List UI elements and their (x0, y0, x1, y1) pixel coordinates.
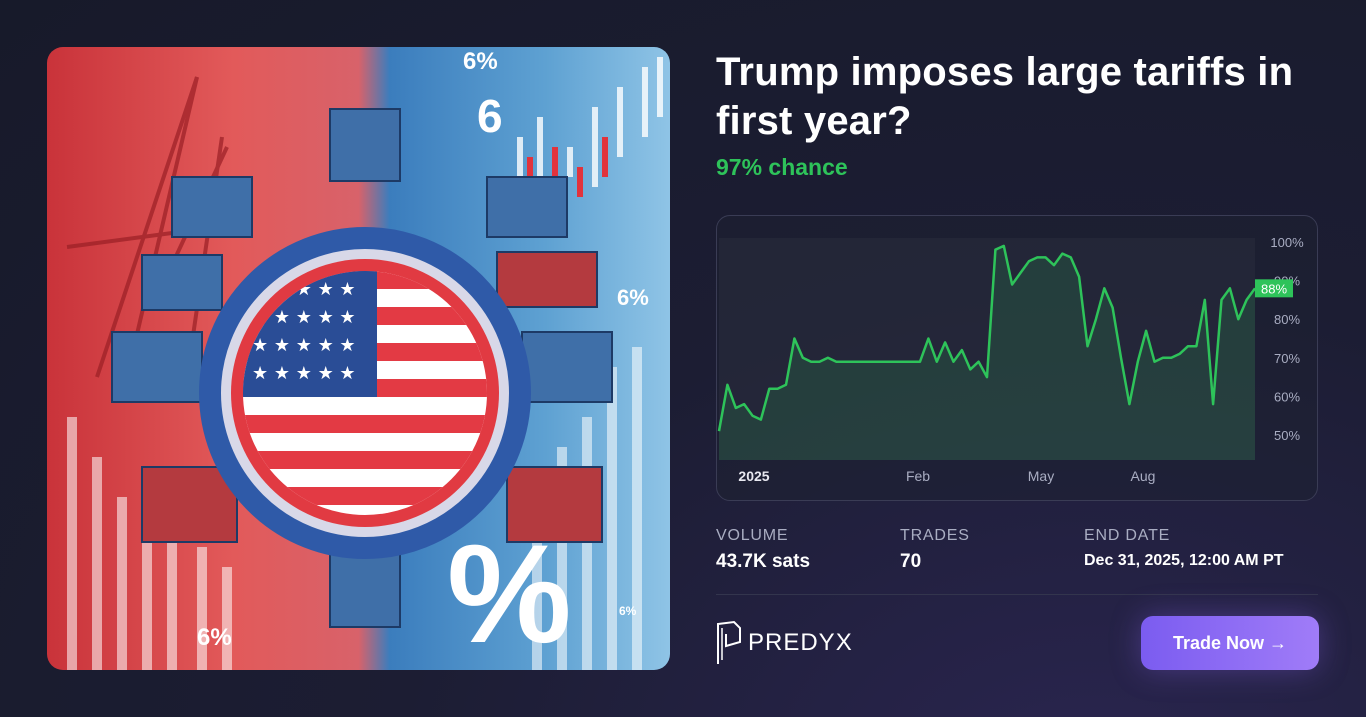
tariff-illustration: ★ ★ ★ ★ ★ ★ ★ ★ ★ ★ ★ ★ ★ ★ ★ ★ ★ ★ ★ ★ … (66, 48, 663, 670)
trades-value: 70 (900, 551, 922, 572)
overlay-6pct-1: 6% (463, 48, 498, 75)
overlay-percent: % (447, 515, 571, 670)
current-value-label: 88% (1261, 281, 1287, 296)
x-tick-label: Aug (1131, 468, 1156, 484)
brand-logo[interactable]: PREDYX (716, 620, 853, 666)
brand-name: PREDYX (748, 629, 853, 656)
svg-text:★ ★ ★ ★ ★: ★ ★ ★ ★ ★ (252, 363, 356, 384)
volume-value: 43.7K sats (716, 551, 811, 572)
svg-text:★ ★ ★ ★ ★: ★ ★ ★ ★ ★ (252, 335, 356, 356)
overlay-6: 6 (477, 90, 503, 142)
end-date-value: Dec 31, 2025, 12:00 AM PT (1084, 552, 1284, 569)
series-line (717, 244, 1257, 432)
y-tick-label: 70% (1274, 351, 1300, 366)
market-title: Trump imposes large tariffs in first yea… (716, 50, 1294, 143)
overlay-text-group: 6% 6 6% 6% % 6% (197, 48, 649, 670)
trades-label: TRADES (900, 527, 970, 544)
divider (716, 594, 1318, 595)
series-area (719, 245, 1255, 460)
trade-now-button[interactable]: Trade Now → (1141, 616, 1319, 670)
overlay-6pct-3: 6% (197, 624, 232, 651)
x-tick-label: May (1028, 468, 1054, 484)
market-image: ★ ★ ★ ★ ★ ★ ★ ★ ★ ★ ★ ★ ★ ★ ★ ★ ★ ★ ★ ★ … (47, 47, 670, 670)
volume-label: VOLUME (716, 527, 789, 544)
overlay-6pct-2: 6% (617, 285, 649, 310)
overlay-6pct-4: 6% (619, 604, 637, 618)
predyx-logo-icon (717, 620, 741, 664)
y-tick-label: 60% (1274, 389, 1300, 404)
y-tick-label: 50% (1274, 428, 1300, 443)
x-tick-label: 2025 (738, 468, 769, 484)
svg-text:★ ★ ★ ★ ★: ★ ★ ★ ★ ★ (252, 307, 356, 328)
end-date-label: END DATE (1084, 527, 1171, 544)
chance-label: 97% chance (716, 154, 848, 180)
y-tick-label: 100% (1270, 235, 1304, 250)
current-value-badge (1255, 279, 1293, 298)
y-tick-label: 80% (1274, 312, 1300, 327)
x-tick-label: Feb (906, 468, 930, 484)
